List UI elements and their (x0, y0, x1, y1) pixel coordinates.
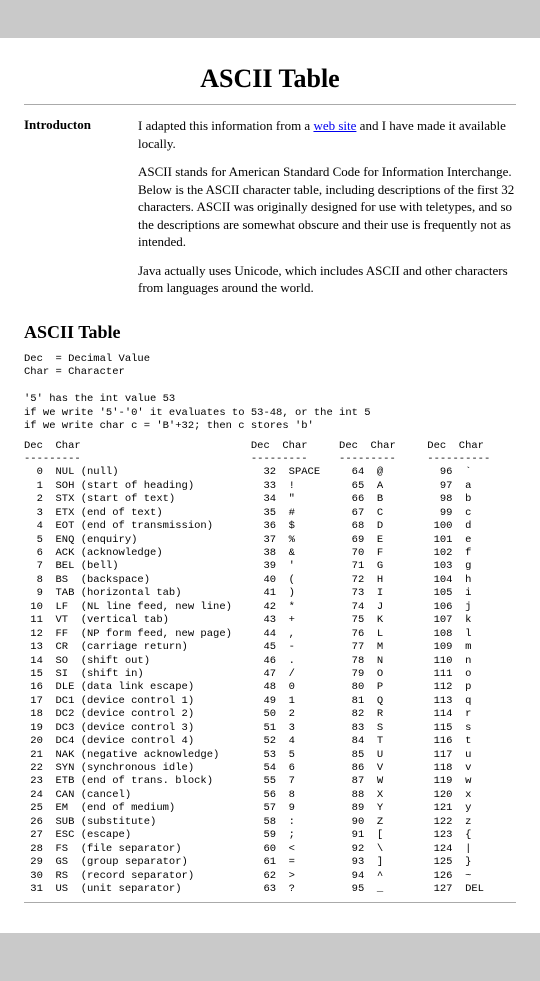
intro-p3: Java actually uses Unicode, which includ… (138, 262, 516, 297)
intro-p1: I adapted this information from a web si… (138, 117, 516, 152)
intro-section: Introducton I adapted this information f… (24, 117, 516, 308)
intro-body: I adapted this information from a web si… (138, 117, 516, 308)
section-title: ASCII Table (24, 322, 516, 343)
bottom-bar (0, 933, 540, 981)
intro-label: Introducton (24, 117, 116, 308)
ascii-legend: Dec = Decimal Value Char = Character '5'… (24, 353, 516, 434)
intro-p2: ASCII stands for American Standard Code … (138, 163, 516, 251)
ascii-table: Dec Char Dec Char Dec Char Dec Char ----… (24, 440, 516, 897)
divider-top (24, 104, 516, 105)
page-title: ASCII Table (24, 64, 516, 94)
top-bar (0, 0, 540, 38)
main-content: ASCII Table Introducton I adapted this i… (0, 38, 540, 933)
divider-bottom (24, 902, 516, 903)
web-site-link[interactable]: web site (313, 118, 356, 133)
intro-p1-pre: I adapted this information from a (138, 118, 313, 133)
